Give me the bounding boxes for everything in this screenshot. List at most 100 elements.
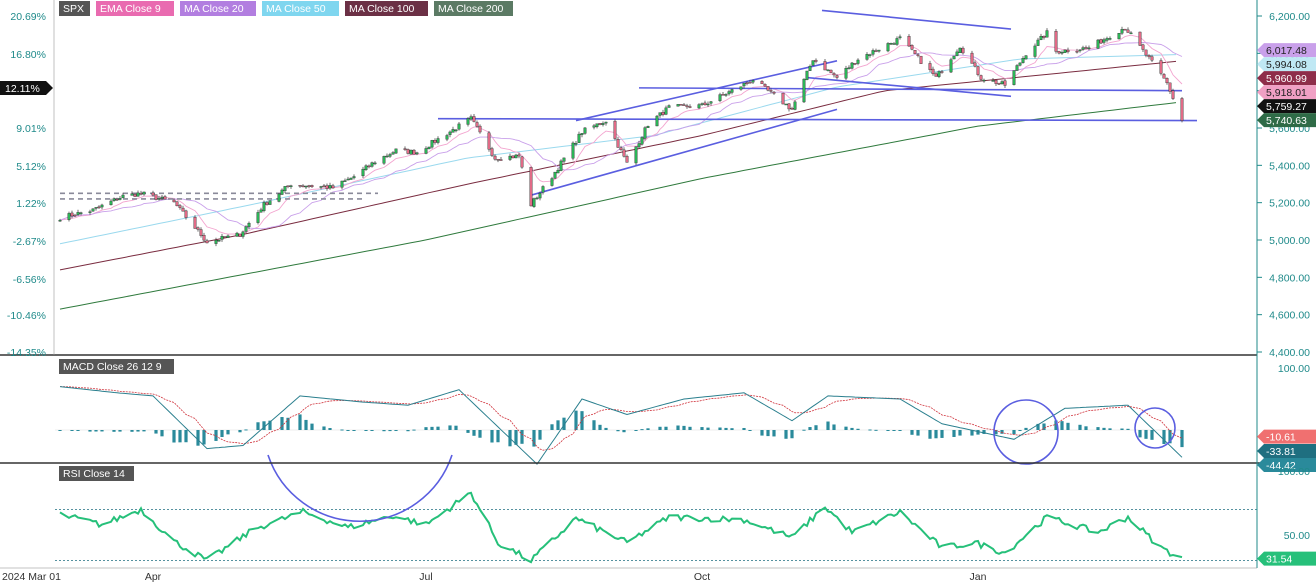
candle-body xyxy=(217,240,221,242)
macd-histogram-bar xyxy=(892,430,896,431)
candle-body xyxy=(898,36,902,39)
candle-body xyxy=(700,103,704,105)
candle-body xyxy=(328,185,332,189)
candle-body xyxy=(979,75,983,80)
candle-body xyxy=(868,54,872,56)
price-tag-text: 5,918.01 xyxy=(1266,87,1307,99)
candle-body xyxy=(94,207,98,209)
candle-body xyxy=(352,176,356,179)
candle-body xyxy=(412,149,416,155)
macd-histogram-bar xyxy=(520,430,524,444)
candle-body xyxy=(343,180,347,182)
legend[interactable]: SPX EMA Close 9 MA Close 20 MA Close 50 MA C… xyxy=(59,1,513,16)
macd-tag-bg xyxy=(1257,443,1316,458)
legend-item-ema-close-9[interactable]: EMA Close 9 xyxy=(96,1,174,16)
macd-histogram-bar xyxy=(844,426,848,430)
candle-body xyxy=(349,177,353,180)
macd-histogram-bar xyxy=(490,430,494,443)
candle-body xyxy=(427,146,431,150)
candle-body xyxy=(937,71,941,77)
candle-body xyxy=(76,212,80,216)
candle-body xyxy=(121,194,125,199)
macd-histogram-bar xyxy=(478,430,482,438)
candle-body xyxy=(259,209,263,213)
candle-body xyxy=(889,42,893,45)
pct-tick-label: -2.67% xyxy=(13,236,46,248)
price-tag-text: 5,994.08 xyxy=(1266,59,1307,71)
legend-item-ma-close-50[interactable]: MA Close 50 xyxy=(262,1,339,16)
candle-body xyxy=(325,185,329,189)
candle-body xyxy=(382,156,386,164)
candle-body xyxy=(154,194,158,200)
candle-body xyxy=(109,200,113,206)
legend-item-ma-close-20[interactable]: MA Close 20 xyxy=(180,1,256,16)
price-tag: 5,960.99 xyxy=(1257,71,1316,86)
macd-histogram-bar xyxy=(1018,430,1022,431)
candle-body xyxy=(850,62,854,69)
pct-tick-label: 20.69% xyxy=(10,11,46,23)
rsi-title: RSI Close 14 xyxy=(63,468,125,480)
macd-histogram-bar xyxy=(724,427,728,430)
x-axis-label: Jul xyxy=(419,571,432,583)
macd-histogram-bar xyxy=(340,429,344,431)
candle-body xyxy=(1096,39,1100,49)
candle-body xyxy=(697,104,701,109)
macd-tag: -44.42 xyxy=(1257,457,1316,472)
candle-body xyxy=(970,52,974,64)
trendline-7 xyxy=(821,9,1012,30)
candle-body xyxy=(280,189,284,195)
candle-body xyxy=(100,204,104,208)
candle-body xyxy=(235,232,239,237)
macd-histogram-bar xyxy=(238,430,242,433)
macd-histogram-bar xyxy=(562,417,566,430)
legend-item-spx[interactable]: SPX xyxy=(59,1,90,16)
candle-body xyxy=(496,159,500,161)
macd-tick-label: 100.00 xyxy=(1278,363,1310,375)
candle-body xyxy=(223,236,227,238)
candle-body xyxy=(913,50,917,54)
candle-body xyxy=(643,127,647,139)
macd-histogram-bar xyxy=(886,430,890,431)
macd-histogram-bar xyxy=(58,430,62,431)
candle-body xyxy=(532,198,536,207)
candle-body xyxy=(595,123,599,127)
candle-body xyxy=(406,149,410,154)
macd-histogram-bar xyxy=(70,430,74,431)
candle-body xyxy=(199,229,203,236)
candle-body xyxy=(982,79,986,82)
candle-body xyxy=(730,89,734,93)
candle-body xyxy=(298,184,302,187)
candle-body xyxy=(517,154,521,157)
macd-histogram-bar xyxy=(130,430,134,432)
candle-body xyxy=(385,155,389,158)
ma-close-50-line xyxy=(59,54,1177,245)
macd-histogram-bar xyxy=(994,430,998,435)
macd-histogram-bar xyxy=(802,429,806,431)
ema-close-9-line xyxy=(59,34,1183,235)
price-tick-label: 4,600.00 xyxy=(1269,310,1310,322)
legend-item-ma-close-100[interactable]: MA Close 100 xyxy=(345,1,428,16)
candle-body xyxy=(574,142,578,145)
macd-histogram-bar xyxy=(1012,430,1016,435)
rsi-tick-label: 100.00 xyxy=(1278,466,1310,478)
price-tick-label: 5,400.00 xyxy=(1269,160,1310,172)
candle-body xyxy=(277,193,281,202)
candle-body xyxy=(1108,38,1112,40)
legend-item-ma-close-200[interactable]: MA Close 200 xyxy=(434,1,513,16)
macd-histogram-bar xyxy=(430,426,434,430)
candle-body xyxy=(871,50,875,55)
candle-body xyxy=(1162,74,1166,79)
rsi-tick-label: 50.00 xyxy=(1284,530,1310,542)
trendlines xyxy=(60,9,1198,200)
macd-tag-text: -33.81 xyxy=(1266,446,1296,458)
macd-histogram-bar xyxy=(262,421,266,430)
candle-body xyxy=(931,68,935,75)
macd-histogram-bar xyxy=(244,429,248,431)
price-tick-label: 4,400.00 xyxy=(1269,347,1310,359)
macd-histogram-bar xyxy=(406,430,410,432)
candle-body xyxy=(1171,90,1175,99)
candle-body xyxy=(445,135,449,140)
candle-body xyxy=(1039,35,1043,40)
candle-body xyxy=(682,104,686,106)
